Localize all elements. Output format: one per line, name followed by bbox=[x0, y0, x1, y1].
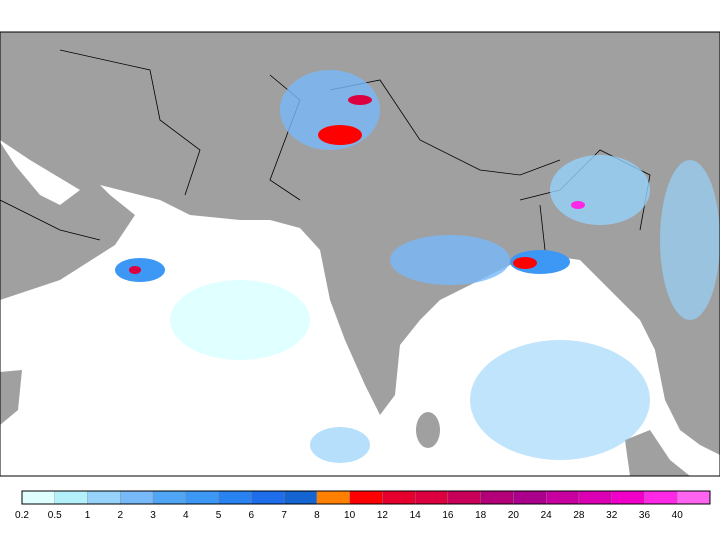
colorbar-label: 2 bbox=[118, 510, 124, 521]
color-swatch bbox=[447, 490, 481, 505]
colorbar-label: 10 bbox=[344, 510, 356, 521]
color-swatch bbox=[152, 490, 186, 505]
colorbar-label: 6 bbox=[249, 510, 255, 521]
colorbar-frame bbox=[21, 490, 711, 505]
color-swatch bbox=[382, 490, 416, 505]
border bbox=[59, 49, 201, 196]
map bbox=[0, 31, 720, 477]
gulf bbox=[0, 140, 80, 205]
colorbar-label: 14 bbox=[410, 510, 422, 521]
color-swatch bbox=[54, 490, 88, 505]
colorbar-label: 0.5 bbox=[48, 510, 62, 521]
rain-area bbox=[390, 235, 510, 285]
colorbar-label: 18 bbox=[475, 510, 487, 521]
horn-of-africa bbox=[0, 370, 22, 425]
color-swatch bbox=[218, 490, 252, 505]
precipitation bbox=[115, 70, 720, 463]
colorbar-label: 16 bbox=[442, 510, 454, 521]
colorbar-label: 5 bbox=[216, 510, 222, 521]
colorbar-label: 32 bbox=[606, 510, 618, 521]
color-swatch bbox=[644, 490, 678, 505]
rain-area bbox=[170, 280, 310, 360]
border bbox=[539, 204, 546, 251]
color-swatch bbox=[283, 490, 318, 505]
malay-peninsula bbox=[625, 430, 690, 476]
color-swatch bbox=[120, 490, 154, 505]
colorbar-label: 12 bbox=[377, 510, 389, 521]
color-swatch bbox=[251, 490, 285, 505]
colorbar-label: 40 bbox=[672, 510, 684, 521]
colorbar-label: 24 bbox=[541, 510, 553, 521]
color-swatch bbox=[480, 490, 514, 505]
rain-area bbox=[470, 340, 650, 460]
rain-core bbox=[348, 95, 372, 105]
rain-core bbox=[318, 125, 362, 145]
color-swatch bbox=[513, 490, 547, 505]
color-swatch bbox=[349, 490, 383, 505]
borders bbox=[0, 49, 651, 251]
color-swatch bbox=[578, 490, 612, 505]
color-swatch bbox=[87, 490, 121, 505]
color-swatch bbox=[546, 490, 580, 505]
colorbar-label: 4 bbox=[183, 510, 189, 521]
color-swatch bbox=[21, 490, 55, 505]
color-swatch bbox=[677, 490, 711, 505]
rain-core bbox=[513, 257, 537, 269]
colorbar-label: 36 bbox=[639, 510, 651, 521]
border bbox=[0, 199, 101, 241]
rain-core bbox=[571, 201, 585, 209]
color-swatch bbox=[414, 490, 449, 505]
rain-area bbox=[310, 427, 370, 463]
colorbar: 0.2 0.5 1 2 3 4 5 6 7 8 10 12 14 16 18 20 24 28 32 36 40 bbox=[15, 490, 711, 521]
color-swatch bbox=[185, 490, 219, 505]
color-swatch bbox=[611, 490, 645, 505]
colorbar-label: 0.2 bbox=[15, 510, 29, 521]
sri-lanka bbox=[416, 412, 440, 448]
colorbar-label: 1 bbox=[85, 510, 91, 521]
color-swatch bbox=[316, 490, 350, 505]
rain-area bbox=[550, 155, 650, 225]
colorbar-label: 3 bbox=[150, 510, 156, 521]
border bbox=[329, 79, 561, 176]
rain-area bbox=[660, 160, 720, 320]
rain-core bbox=[129, 266, 141, 274]
colorbar-label: 28 bbox=[573, 510, 585, 521]
map-frame bbox=[0, 31, 720, 477]
colorbar-label: 8 bbox=[314, 510, 320, 521]
colorbar-label: 7 bbox=[281, 510, 287, 521]
colorbar-label: 20 bbox=[508, 510, 520, 521]
